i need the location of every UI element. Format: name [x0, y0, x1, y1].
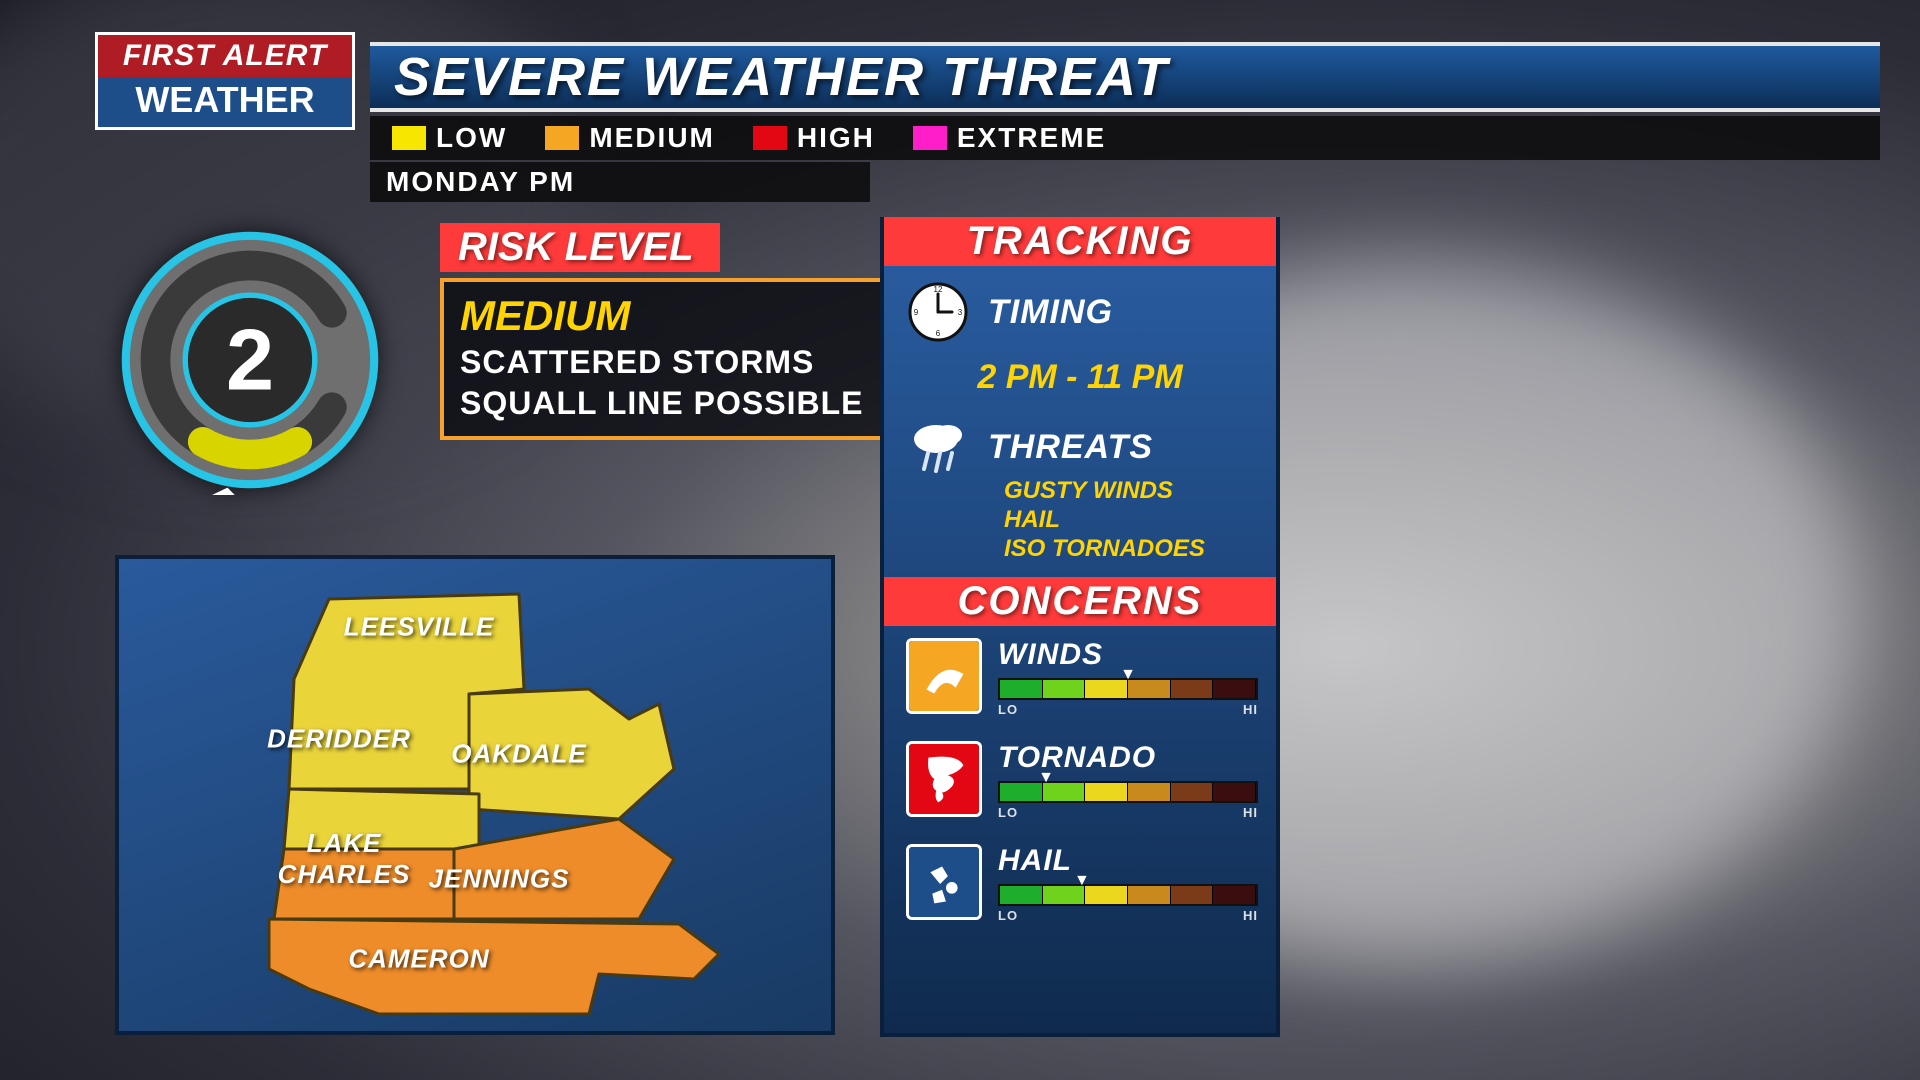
legend-item: HIGH — [753, 122, 875, 154]
legend-swatch — [392, 126, 426, 150]
meter-labels: LOHI — [998, 908, 1258, 923]
timing-value: 2 PM - 11 PM — [884, 348, 1276, 415]
station-logo: FIRST ALERT WEATHER — [95, 32, 355, 130]
concerns-header: CONCERNS — [884, 577, 1276, 626]
concern-meter: ▼ — [998, 781, 1258, 803]
timing-label: TIMING — [988, 293, 1113, 332]
threats-row: THREATS — [884, 415, 1276, 483]
city-label: LAKE CHARLES — [278, 828, 411, 890]
concern-row: TORNADO ▼ LOHI — [884, 729, 1276, 832]
threats-list: GUSTY WINDSHAILISO TORNADOES — [884, 477, 1276, 577]
legend-item: EXTREME — [913, 122, 1106, 154]
risk-gauge: 2 — [115, 225, 385, 495]
svg-text:12: 12 — [934, 285, 943, 294]
tracking-header: TRACKING — [884, 217, 1276, 266]
legend-swatch — [753, 126, 787, 150]
city-label: CAMERON — [348, 944, 489, 975]
svg-text:2: 2 — [226, 313, 274, 409]
concern-row: WINDS ▼ LOHI — [884, 626, 1276, 729]
legend-label: EXTREME — [957, 122, 1106, 154]
threat-item: ISO TORNADOES — [1004, 535, 1254, 564]
legend-swatch — [913, 126, 947, 150]
legend-label: LOW — [436, 122, 507, 154]
legend-item: MEDIUM — [545, 122, 715, 154]
meter-pointer: ▼ — [1120, 666, 1136, 684]
city-label: LEESVILLE — [344, 612, 495, 643]
threat-legend: LOW MEDIUM HIGH EXTREME — [370, 116, 1880, 160]
svg-text:3: 3 — [958, 308, 963, 317]
legend-item: LOW — [392, 122, 507, 154]
meter-labels: LOHI — [998, 805, 1258, 820]
risk-level-header: RISK LEVEL — [440, 223, 720, 272]
concern-meter: ▼ — [998, 884, 1258, 906]
wind-icon — [906, 638, 982, 714]
city-label: DERIDDER — [267, 724, 411, 755]
legend-label: MEDIUM — [589, 122, 715, 154]
threat-item: HAIL — [1004, 506, 1254, 535]
page-title: SEVERE WEATHER THREAT — [370, 42, 1880, 112]
logo-line1: FIRST ALERT — [95, 32, 355, 77]
threats-label: THREATS — [988, 428, 1153, 467]
tornado-icon — [906, 741, 982, 817]
concern-meter: ▼ — [998, 678, 1258, 700]
concern-title: TORNADO — [998, 741, 1258, 775]
concern-title: HAIL — [998, 844, 1258, 878]
clock-icon: 12 3 6 9 — [906, 280, 970, 344]
logo-line2: WEATHER — [95, 77, 355, 130]
storm-icon — [906, 415, 970, 479]
legend-label: HIGH — [797, 122, 875, 154]
county-map: LEESVILLE DERIDDER OAKDALE LAKE CHARLES JENN… — [115, 555, 835, 1035]
city-label: JENNINGS — [429, 864, 570, 895]
meter-labels: LOHI — [998, 702, 1258, 717]
city-label: OAKDALE — [451, 739, 587, 770]
threat-item: GUSTY WINDS — [1004, 477, 1254, 506]
meter-pointer: ▼ — [1038, 769, 1054, 787]
legend-swatch — [545, 126, 579, 150]
hail-icon — [906, 844, 982, 920]
svg-text:6: 6 — [936, 329, 941, 338]
svg-text:9: 9 — [914, 308, 919, 317]
concern-row: HAIL ▼ LOHI — [884, 832, 1276, 935]
timeframe-bar: MONDAY PM — [370, 162, 870, 202]
meter-pointer: ▼ — [1074, 872, 1090, 890]
timing-row: 12 3 6 9 TIMING — [884, 266, 1276, 348]
tracking-panel: TRACKING 12 3 6 9 TIMING 2 PM - 11 PM THRE… — [880, 217, 1280, 1037]
